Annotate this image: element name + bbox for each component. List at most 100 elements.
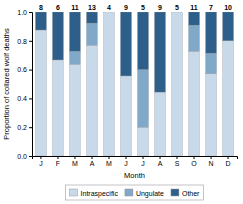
count-label: 11 [71, 4, 79, 11]
bar-segment [206, 12, 217, 53]
x-tick-mark [211, 156, 212, 159]
x-axis-title: Month [124, 171, 145, 180]
y-tick-mark [29, 70, 32, 71]
bar-segment [103, 12, 114, 13]
bar-segment [154, 12, 165, 92]
bar-segment [69, 12, 80, 51]
x-tick-label: J [141, 160, 145, 167]
legend-item: Ungulate [125, 189, 164, 198]
bar-segment [69, 64, 80, 156]
x-tick: S [175, 156, 180, 167]
bar-segment [103, 12, 114, 13]
x-tick-mark [125, 156, 126, 159]
count-labels: 8611134959511710 [39, 4, 232, 11]
bar-segment [223, 12, 234, 41]
y-tick: 1.0 [17, 9, 32, 16]
y-tick-label: 0.8 [17, 38, 27, 45]
legend: Intraspecific Ungulate Other [66, 185, 204, 200]
x-tick-mark [57, 156, 58, 159]
bar-segment [120, 12, 131, 76]
x-tick-label: J [39, 160, 43, 167]
x-tick-mark [74, 156, 75, 159]
x-tick-mark [40, 156, 41, 159]
bar-segment [86, 45, 97, 156]
x-tick: J [141, 156, 145, 167]
x-tick-mark [108, 156, 109, 159]
x-tick: M [72, 156, 78, 167]
x-tick-label: S [175, 160, 180, 167]
plot: 8611134959511710JFMAMJJASOND0.00.20.40.6… [2, 4, 238, 180]
x-tick-mark [194, 156, 195, 159]
bar-segment [120, 76, 131, 156]
y-tick: 0.0 [17, 153, 32, 160]
x-tick: F [56, 156, 60, 167]
bar-segment [154, 92, 165, 156]
count-label: 5 [175, 4, 179, 11]
bar-segment [137, 12, 148, 70]
x-tick-label: M [106, 160, 112, 167]
x-tick: D [226, 156, 231, 167]
x-tick: N [209, 156, 214, 167]
legend-label: Intraspecific [81, 190, 119, 198]
count-label: 9 [124, 4, 128, 11]
y-axis: 0.0 0.2 0.4 0.6 0.8 1.0 [17, 9, 32, 160]
x-tick: A [158, 156, 163, 167]
count-label: 11 [190, 4, 198, 11]
y-tick-mark [29, 127, 32, 128]
bar-segment [35, 30, 46, 156]
legend-swatch [70, 189, 78, 196]
x-tick-mark [143, 156, 144, 159]
series [35, 12, 233, 92]
count-label: 8 [39, 4, 43, 11]
bar-segment [223, 41, 234, 156]
bar-segment [172, 12, 183, 156]
x-tick: J [124, 156, 128, 167]
bar-segment [172, 12, 183, 13]
bar-segment [35, 12, 46, 30]
x-tick-label: D [226, 160, 231, 167]
x-tick-label: A [158, 160, 163, 167]
legend-item: Intraspecific [70, 189, 119, 198]
y-tick: 0.6 [17, 66, 32, 73]
x-tick-mark [160, 156, 161, 159]
bar-segment [52, 12, 63, 60]
x-tick-label: F [56, 160, 60, 167]
bar-segment [137, 70, 148, 128]
count-label: 6 [56, 4, 60, 11]
x-axis-line [33, 157, 238, 160]
count-label: 9 [158, 4, 162, 11]
series [35, 12, 233, 156]
y-tick-mark [29, 41, 32, 42]
y-tick-label: 0.6 [17, 66, 27, 73]
bar-segment [172, 12, 183, 13]
x-tick-mark [177, 156, 178, 159]
bars [35, 12, 233, 156]
count-label: 10 [224, 4, 232, 11]
x-tick-label: O [191, 160, 197, 167]
x-tick-label: N [209, 160, 214, 167]
bar-segment [69, 51, 80, 64]
legend-frame [66, 185, 204, 200]
y-tick: 0.2 [17, 124, 32, 131]
y-tick: 0.4 [17, 95, 32, 102]
chart: 8611134959511710JFMAMJJASOND0.00.20.40.6… [0, 0, 243, 204]
legend-item: Other [171, 189, 200, 197]
y-axis-title: Proportion of collared wolf deaths [2, 28, 11, 140]
x-tick: A [90, 156, 95, 167]
x-tick-label: M [72, 160, 78, 167]
legend-label: Other [182, 190, 200, 197]
y-tick-mark [29, 98, 32, 99]
y-tick-label: 1.0 [17, 9, 27, 16]
bar-segment [189, 51, 200, 156]
bar-segment [189, 25, 200, 51]
legend-swatch [171, 189, 179, 196]
count-label: 4 [107, 4, 111, 11]
count-label: 7 [209, 4, 213, 11]
bar-segment [52, 60, 63, 156]
legend-swatch [125, 189, 133, 196]
y-tick: 0.8 [17, 38, 32, 45]
x-axis: JFMAMJJASOND [33, 156, 238, 167]
bar-segment [103, 12, 114, 156]
bar-segment [86, 12, 97, 23]
x-tick-mark [228, 156, 229, 159]
